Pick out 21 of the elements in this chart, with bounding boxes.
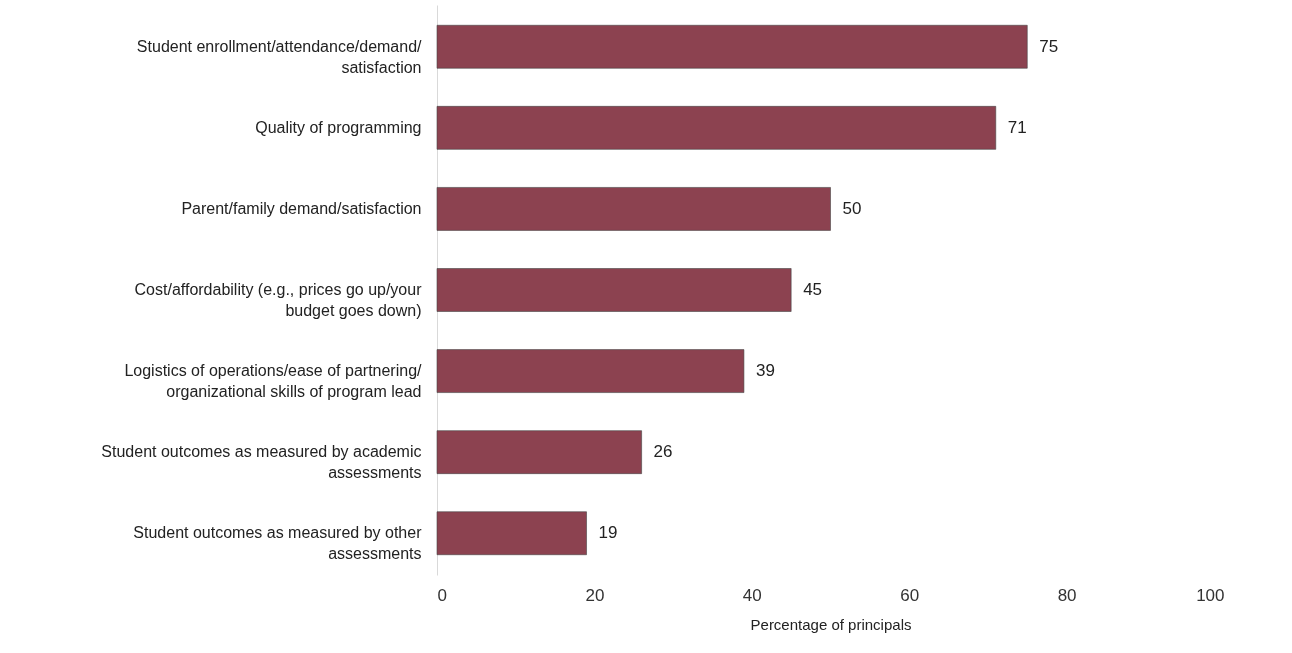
data-label: 75 <box>1039 36 1059 56</box>
x-axis-title: Percentage of principals <box>750 615 912 633</box>
data-label: 45 <box>803 280 823 299</box>
data-label: 26 <box>653 442 673 462</box>
data-label: 19 <box>598 523 618 543</box>
y-tick-label: Cost/affordability (e.g., prices go up/your budget goes down) <box>134 281 423 319</box>
data-label: 50 <box>842 198 862 218</box>
y-tick-label: Logistics of operations/ease of partnering/organizational skills of program lead <box>124 362 423 401</box>
y-tick-label: Quality of programming <box>255 118 422 136</box>
data-label: 71 <box>1007 117 1027 137</box>
x-tick-label: 40 <box>742 585 762 605</box>
x-tick-label: 100 <box>1196 585 1225 605</box>
y-tick-label: Student enrollment/attendance/demand/satisfaction <box>136 37 423 76</box>
x-tick-label: 20 <box>585 585 605 605</box>
x-tick-label: 0 <box>437 585 447 605</box>
data-label: 39 <box>755 361 775 381</box>
y-tick-label: Parent/family demand/satisfaction <box>181 199 422 217</box>
y-tick-label: Student outcomes as measured by other assessments <box>133 524 423 563</box>
y-tick-label: Student outcomes as measured by academic assessments <box>101 443 422 482</box>
x-tick-label: 80 <box>1057 585 1077 605</box>
x-tick-label: 60 <box>900 585 920 605</box>
